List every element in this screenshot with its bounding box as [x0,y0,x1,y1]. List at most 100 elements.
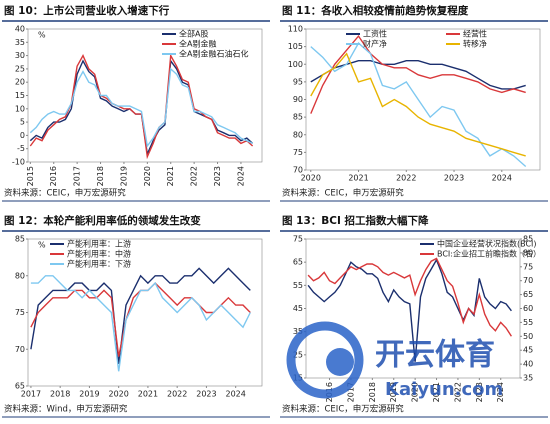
source-note: 资料来源：CEIC，申万宏源研究 [282,404,404,415]
x-tick-label: 2021 [138,390,158,399]
series-line [310,42,527,168]
x-tick-label: 2022 [396,174,416,183]
y2-tick-label: 60 [523,304,533,313]
y-unit: % [38,241,46,250]
plot-frame [27,238,263,387]
x-tick-label: 2023 [196,390,216,399]
panel-title: 图 13：BCI 招工指数大幅下降 [282,214,429,227]
y-tick-label: 85 [293,113,303,122]
series-line [29,59,254,157]
y-tick-label: 105 [288,42,303,51]
y-tick-label: 35 [15,38,25,47]
legend-label: 工资性 [363,29,387,39]
x-tick-label: 2015 [26,166,35,186]
x-tick-label: 2018 [96,166,105,186]
y-tick-label: 10 [15,104,25,113]
x-tick-label: 2021 [166,166,175,186]
panel-title: 图 12：本轮产能利用率低的领域发生改变 [4,214,201,227]
series-line [310,52,526,157]
source-note: 资料来源：CEIC，申万宏源研究 [282,188,404,199]
x-tick-label: 2017 [346,382,355,402]
legend-label: 产能利用率：下游 [67,259,131,269]
x-tick-label: 2024 [492,174,512,183]
y2-tick-label: 55 [523,318,533,327]
legend-label: BCI:企业招工前瞻指数（右） [437,249,541,259]
y-tick-label: 90 [293,95,303,104]
y-tick-label: 45 [293,304,303,313]
x-tick-label: 2022 [453,382,462,402]
y-tick-label: 100 [288,60,303,69]
y-tick-label: 20 [15,78,25,87]
watermark-brand: 开云体育 [375,338,495,373]
x-tick-label: 2020 [108,390,128,399]
y2-tick-label: 85 [523,235,533,244]
x-tick-label: 2020 [143,166,152,186]
series-line [307,258,512,362]
y-tick-label: 110 [288,25,303,34]
panel-title: 图 10：上市公司营业收入增速下行 [4,4,170,17]
x-tick-label: 2021 [348,174,368,183]
watermark-ball [326,348,354,376]
y-tick-label: 80 [293,130,303,139]
watermark-logo [286,321,364,399]
y2-tick-label: 75 [523,262,533,271]
x-tick-label: 2019 [119,166,128,186]
y2-tick-label: 50 [523,332,533,341]
y-tick-label: 25 [293,350,303,359]
legend-label: 全部A股 [179,29,208,39]
legend-label: 产能利用率：中游 [67,249,131,259]
legend-label: 转移净 [463,39,487,49]
y-tick-label: 65 [293,258,303,267]
series-line [310,34,526,114]
x-tick-label: 2018 [368,382,377,402]
y2-tick-label: 45 [523,346,533,355]
y-tick-label: 5 [20,118,25,127]
legend-label: 全A剔金融 [179,39,216,49]
x-tick-label: 2023 [475,382,484,402]
x-tick-label: 2020 [301,174,321,183]
y-tick-label: 35 [293,327,303,336]
legend-label: 经营性 [463,29,487,39]
y-tick-label: -5 [17,144,25,153]
y-tick-label: 70 [15,345,25,354]
x-tick-label: 2016 [49,166,58,186]
y-tick-label: 75 [15,308,25,317]
y-tick-label: -10 [12,158,25,167]
x-tick-label: 2017 [21,390,41,399]
series-line [29,67,253,148]
y2-tick-label: 35 [523,374,533,383]
x-tick-label: 2024 [236,166,245,186]
x-tick-label: 2022 [167,390,187,399]
y-tick-label: 40 [15,25,25,34]
y-tick-label: 30 [15,51,25,60]
y2-tick-label: 70 [523,276,533,285]
x-tick-label: 2017 [73,166,82,186]
y-tick-label: 65 [15,382,25,391]
x-tick-label: 2020 [411,382,420,402]
legend-label: 全A剔金融石油石化 [179,49,248,59]
x-tick-label: 2023 [444,174,464,183]
series-line [307,257,512,337]
watermark: 开云体育 Kaiyun.com [286,321,503,400]
series-line [30,275,251,372]
y-tick-label: 80 [15,271,25,280]
x-tick-label: 2024 [496,382,505,402]
x-tick-label: 2018 [50,390,70,399]
y-tick-label: 95 [293,77,303,86]
series-line [30,282,251,357]
watermark-url: Kaiyun.com [385,379,503,400]
source-note: 资料来源：CEIC，申万宏源研究 [4,188,126,199]
y-tick-label: 55 [293,281,303,290]
x-tick-label: 2019 [389,382,398,402]
y-tick-label: 70 [293,166,303,175]
x-tick-label: 2022 [190,166,199,186]
x-tick-label: 2023 [213,166,222,186]
series-line [29,53,254,160]
y-tick-label: 25 [15,64,25,73]
x-tick-label: 2024 [225,390,245,399]
source-note: 资料来源：Wind，申万宏源研究 [4,404,128,415]
legend-label: 中国企业经营状况指数(BCI) [437,239,537,249]
y2-tick-label: 80 [523,248,533,257]
plot-frame [305,28,541,171]
